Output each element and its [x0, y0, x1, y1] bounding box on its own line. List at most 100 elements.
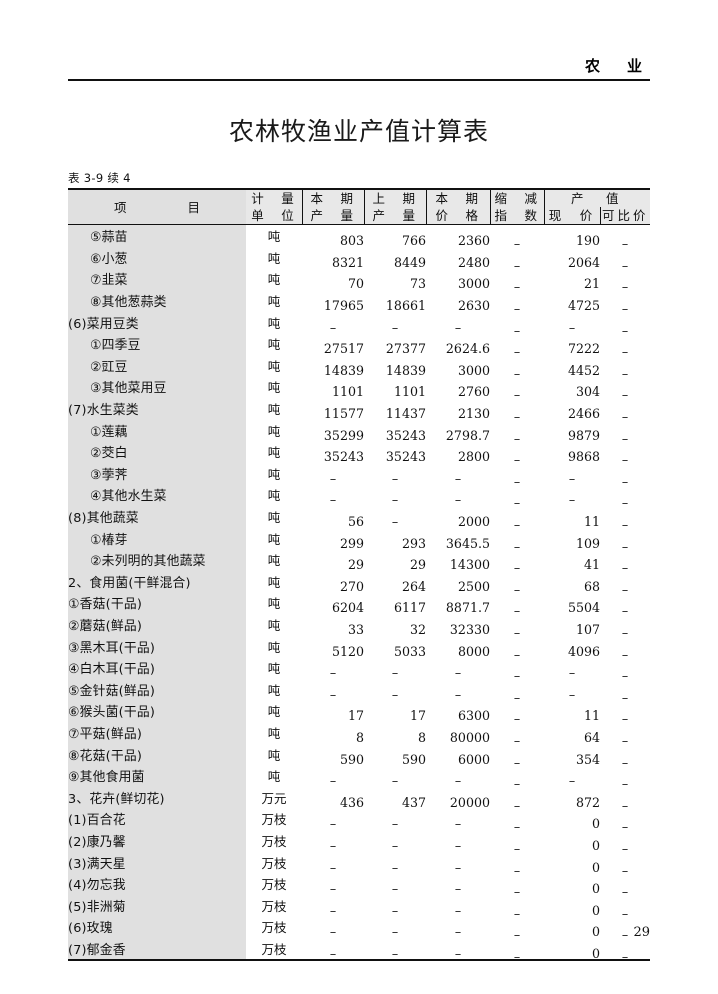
row-item-label-text: (2)康乃馨 — [68, 834, 126, 850]
col-header-item: 项 目 — [68, 188, 246, 225]
row-unit-text: 万枝 — [261, 812, 287, 828]
row-current-output: 299 — [302, 527, 364, 551]
row-item-label-text: (7)水生菜类 — [68, 403, 139, 419]
row-value-current: – — [544, 462, 600, 486]
row-previous-output: – — [364, 808, 426, 831]
row-unit: 吨 — [246, 743, 302, 765]
agricultural-output-value-table: 项 目 计 量 单 位 本 期 产 量 上 期 产 量 本 期 — [68, 188, 651, 964]
row-value-current-text: 64 — [583, 729, 600, 745]
row-current-price: – — [426, 829, 490, 853]
row-previous-output: 264 — [364, 570, 426, 594]
row-item-label-text: ⑧其他葱蒜类 — [90, 295, 167, 311]
row-unit: 吨 — [246, 527, 302, 549]
row-unit-text: 吨 — [267, 294, 281, 310]
row-value-comparable-text: – — [621, 581, 629, 597]
col-header-unit: 计 量 单 位 — [246, 188, 302, 225]
row-item-label: ⑧花菇(干品) — [68, 743, 246, 765]
col-header-previous-output-line2: 产 量 — [372, 208, 418, 223]
row-previous-output: – — [364, 894, 426, 918]
row-previous-output-text: – — [391, 319, 399, 335]
row-deflator: – — [490, 872, 544, 899]
row-previous-output-text: 32 — [409, 621, 426, 637]
table-row: (3)满天星 万枝 – – – – 0 – — [68, 851, 651, 878]
table-row: (8)其他蔬菜 吨 56 – 2000 – 11 – — [68, 505, 651, 532]
row-current-output-text: – — [329, 492, 337, 508]
table-row: ①香菇(干品) 吨 6204 6117 8871.7 – 5504 – — [68, 592, 651, 618]
row-previous-output: 29 — [364, 548, 426, 572]
row-current-price-text: – — [454, 881, 462, 897]
row-previous-output-text: 1101 — [393, 384, 426, 400]
row-current-price-text: 2360 — [457, 233, 490, 249]
row-previous-output-text: 14839 — [385, 362, 426, 378]
row-value-current: 64 — [544, 721, 600, 745]
row-value-comparable-text: – — [621, 473, 629, 489]
row-deflator-text: – — [513, 905, 521, 921]
row-previous-output-text: 264 — [401, 578, 426, 594]
row-unit-text: 万枝 — [261, 941, 287, 957]
running-head-rule — [68, 79, 650, 81]
row-previous-output: 35243 — [364, 419, 426, 443]
table-row: ③荸荠 吨 – – – – – – — [68, 462, 651, 489]
row-item-label-text: (6)玫瑰 — [68, 921, 113, 937]
row-current-output: – — [302, 764, 364, 788]
row-current-price: 2760 — [426, 376, 490, 399]
row-value-comparable-text: – — [621, 236, 629, 252]
row-value-comparable: – — [600, 462, 651, 489]
row-unit-text: 吨 — [267, 423, 281, 439]
row-value-current: 2064 — [544, 246, 600, 270]
row-item-label-text: ②未列明的其他蔬菜 — [90, 554, 206, 570]
col-header-current-price-line2: 价 格 — [435, 208, 481, 223]
row-previous-output: – — [364, 916, 426, 939]
table-row: (1)百合花 万枝 – – – – 0 – — [68, 808, 651, 834]
row-value-current: 0 — [544, 808, 600, 832]
row-previous-output-text: – — [391, 686, 399, 702]
row-value-current: 11 — [544, 505, 600, 529]
row-unit-text: 吨 — [267, 704, 281, 720]
row-previous-output: – — [364, 851, 426, 875]
row-current-price-text: 6000 — [457, 751, 490, 767]
row-current-output-text: 17 — [347, 708, 364, 724]
row-unit: 吨 — [246, 592, 302, 614]
col-header-unit-line1: 计 量 — [251, 191, 297, 206]
row-item-label-text: ①香菇(干品) — [68, 597, 143, 613]
row-deflator: – — [490, 246, 544, 273]
row-current-output: 14839 — [302, 354, 364, 378]
row-value-comparable: – — [600, 332, 651, 359]
row-value-current: 5504 — [544, 592, 600, 615]
row-value-comparable: – — [600, 743, 651, 770]
row-item-label: (1)百合花 — [68, 808, 246, 830]
row-value-comparable-text: – — [621, 754, 629, 770]
row-current-price: 3000 — [426, 268, 490, 291]
row-value-comparable-text: – — [621, 689, 629, 705]
row-value-comparable-text: – — [621, 905, 629, 921]
row-value-current-text: 0 — [591, 816, 600, 832]
row-deflator: – — [490, 635, 544, 662]
row-current-price: 6000 — [426, 743, 490, 767]
table-row: (7)水生菜类 吨 11577 11437 2130 – 2466 – — [68, 397, 651, 424]
row-item-label: ⑤金针菇(鲜品) — [68, 678, 246, 701]
row-current-output: – — [302, 462, 364, 486]
col-header-previous-output-line1: 上 期 — [372, 191, 418, 206]
row-current-price: – — [426, 808, 490, 831]
row-item-label-text: ①莲藕 — [90, 424, 128, 440]
row-value-comparable: – — [600, 354, 651, 381]
row-value-comparable: – — [600, 224, 651, 251]
row-value-comparable-text: – — [621, 430, 629, 446]
row-value-current-text: 0 — [591, 859, 600, 875]
row-value-comparable: – — [600, 678, 651, 705]
row-previous-output: – — [364, 872, 426, 896]
row-current-output-text: – — [329, 686, 337, 702]
row-deflator-text: – — [513, 495, 521, 511]
row-current-price-text: 2130 — [457, 406, 490, 422]
row-item-label-text: ⑨其他食用菌 — [68, 770, 145, 786]
row-deflator-text: – — [513, 819, 521, 835]
row-previous-output-text: 17 — [409, 708, 426, 724]
row-value-current: 0 — [544, 872, 600, 896]
row-unit: 万枝 — [246, 829, 302, 852]
row-value-current: 0 — [544, 916, 600, 939]
row-value-current-text: 109 — [575, 535, 600, 551]
row-current-price-text: 2480 — [457, 254, 490, 270]
table-row: ⑤蒜苗 吨 803 766 2360 – 190 – — [68, 224, 651, 251]
table-row: (6)玫瑰 万枝 – – – – 0 – — [68, 916, 651, 942]
row-item-label-text: (7)郁金香 — [68, 942, 126, 958]
